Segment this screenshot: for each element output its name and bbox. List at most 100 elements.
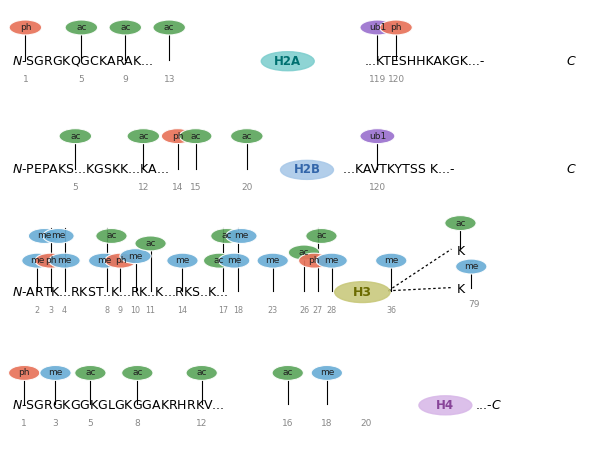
Text: ac: ac — [282, 368, 293, 377]
Text: 79: 79 — [468, 300, 480, 309]
Ellipse shape — [298, 253, 330, 268]
Text: me: me — [128, 252, 142, 261]
Text: 10: 10 — [131, 306, 141, 315]
Ellipse shape — [161, 129, 194, 144]
Text: 8: 8 — [105, 306, 110, 315]
Ellipse shape — [120, 249, 151, 264]
Text: 26: 26 — [299, 306, 309, 315]
Text: 8: 8 — [134, 419, 140, 428]
Text: 13: 13 — [163, 75, 175, 84]
Ellipse shape — [59, 129, 91, 144]
Ellipse shape — [135, 236, 166, 251]
Text: ac: ac — [214, 256, 224, 265]
Text: 9: 9 — [118, 306, 123, 315]
Text: ac: ac — [164, 23, 174, 32]
Text: 56: 56 — [468, 261, 480, 270]
Text: 27: 27 — [313, 306, 323, 315]
Text: H2B: H2B — [293, 164, 321, 176]
Text: me: me — [265, 256, 280, 265]
Text: ph: ph — [18, 368, 30, 377]
Text: 5: 5 — [88, 419, 93, 428]
Text: 23: 23 — [268, 306, 278, 315]
Ellipse shape — [49, 253, 80, 268]
Ellipse shape — [262, 52, 314, 71]
Text: 11: 11 — [146, 306, 155, 315]
Ellipse shape — [65, 20, 98, 35]
Ellipse shape — [316, 253, 348, 268]
Ellipse shape — [380, 20, 413, 35]
Text: me: me — [97, 256, 111, 265]
Text: ac: ac — [85, 368, 96, 377]
Text: 120: 120 — [369, 183, 386, 193]
Ellipse shape — [360, 129, 395, 144]
Ellipse shape — [306, 229, 337, 243]
Text: $\it{N}$-ARTK...RKST..K...RK..K...RKS..K...: $\it{N}$-ARTK...RKST..K...RK..K...RKS..K… — [12, 286, 228, 298]
Text: K: K — [456, 283, 465, 296]
Ellipse shape — [419, 396, 472, 415]
Text: ...KAVTKYTSS K...-: ...KAVTKYTSS K...- — [343, 164, 454, 176]
Text: ac: ac — [190, 132, 201, 140]
Text: ac: ac — [106, 231, 117, 241]
Ellipse shape — [127, 129, 160, 144]
Ellipse shape — [153, 20, 185, 35]
Ellipse shape — [289, 245, 320, 260]
Text: 16: 16 — [282, 419, 293, 428]
Text: 18: 18 — [233, 306, 243, 315]
Ellipse shape — [376, 253, 407, 268]
Ellipse shape — [109, 20, 142, 35]
Text: me: me — [30, 256, 45, 265]
Text: K: K — [456, 245, 465, 258]
Text: 20: 20 — [360, 419, 371, 428]
Text: H2A: H2A — [274, 55, 301, 68]
Text: 4: 4 — [62, 306, 67, 315]
Text: ac: ac — [455, 219, 465, 228]
Text: 5: 5 — [79, 75, 84, 84]
Text: 14: 14 — [172, 183, 184, 193]
Text: ph: ph — [115, 256, 126, 265]
Text: ph: ph — [45, 256, 56, 265]
Text: ...-$\it{C}$: ...-$\it{C}$ — [475, 399, 503, 412]
Text: me: me — [49, 368, 63, 377]
Text: ub1: ub1 — [369, 23, 386, 32]
Text: 120: 120 — [387, 75, 405, 84]
Ellipse shape — [257, 253, 289, 268]
Text: ac: ac — [120, 23, 131, 32]
Text: ac: ac — [76, 23, 87, 32]
Text: ac: ac — [241, 132, 252, 140]
Ellipse shape — [88, 253, 120, 268]
Ellipse shape — [9, 365, 40, 380]
Text: ac: ac — [316, 231, 327, 241]
Text: ...KTESHHKAKGK...-: ...KTESHHKAKGK...- — [364, 55, 484, 68]
Text: 28: 28 — [327, 306, 336, 315]
Text: me: me — [384, 256, 398, 265]
Text: me: me — [37, 231, 51, 241]
Text: 14: 14 — [177, 306, 187, 315]
Text: me: me — [52, 231, 66, 241]
Ellipse shape — [9, 20, 42, 35]
Text: 3: 3 — [53, 419, 58, 428]
Text: 17: 17 — [218, 306, 228, 315]
Text: ac: ac — [196, 368, 207, 377]
Ellipse shape — [75, 365, 106, 380]
Text: 119: 119 — [369, 75, 386, 84]
Text: 15: 15 — [190, 183, 201, 193]
Text: ac: ac — [146, 239, 156, 248]
Ellipse shape — [203, 253, 235, 268]
Ellipse shape — [43, 229, 74, 243]
Text: $\it{C}$: $\it{C}$ — [565, 55, 577, 68]
Text: 5: 5 — [72, 183, 78, 193]
Text: $\it{N}$-PEPAKS...KGSKK...KA...: $\it{N}$-PEPAKS...KGSKK...KA... — [12, 164, 169, 176]
Ellipse shape — [360, 20, 395, 35]
Ellipse shape — [272, 365, 303, 380]
Ellipse shape — [28, 229, 60, 243]
Text: $\it{N}$-SGRGKGGKGLGKGGAKRHRKV...: $\it{N}$-SGRGKGGKGLGKGGAKRHRKV... — [12, 399, 225, 412]
Text: H4: H4 — [437, 399, 454, 412]
Text: 20: 20 — [241, 183, 252, 193]
Text: me: me — [324, 256, 339, 265]
Text: me: me — [175, 256, 190, 265]
Ellipse shape — [219, 253, 250, 268]
Text: ac: ac — [221, 231, 231, 241]
Ellipse shape — [21, 253, 53, 268]
Text: $\it{N}$-SGRGKQGCKARAK...: $\it{N}$-SGRGKQGCKARAK... — [12, 54, 154, 68]
Text: ac: ac — [132, 368, 142, 377]
